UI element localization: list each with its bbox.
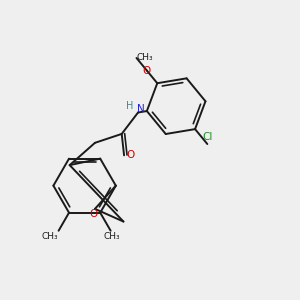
Text: Cl: Cl [202,133,212,142]
Text: O: O [89,209,98,219]
Text: CH₃: CH₃ [136,53,153,62]
Text: O: O [127,150,135,160]
Text: CH₃: CH₃ [104,232,120,241]
Text: CH₃: CH₃ [41,232,58,241]
Text: N: N [137,104,145,114]
Text: H: H [126,101,134,111]
Text: O: O [143,66,151,76]
